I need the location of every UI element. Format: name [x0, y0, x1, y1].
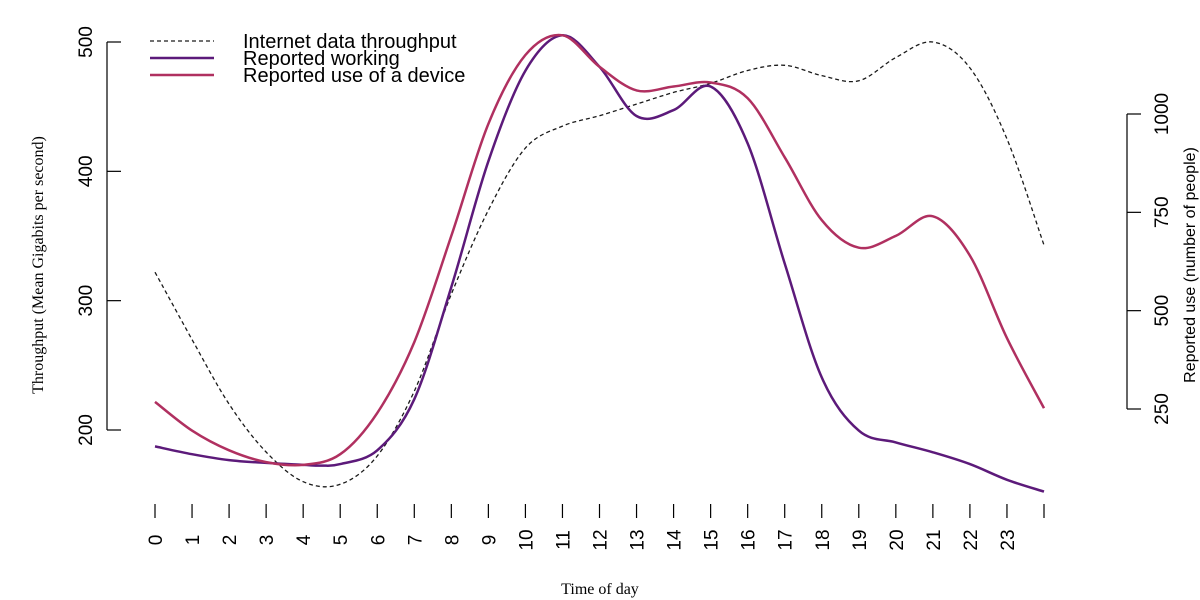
right-axis-tick-label: 500	[1152, 295, 1173, 327]
legend-label: Reported working	[243, 48, 400, 70]
x-axis: 0 1 2 3 4 5 6 7 8 9 10 11 12 13 14 15 16 17 18 19 20 21 22 23	[146, 504, 1045, 551]
x-axis-tick-label: 23	[998, 529, 1019, 550]
left-axis-tick-label: 300	[76, 285, 97, 317]
x-axis-tick-label: 2	[220, 535, 241, 546]
x-axis-tick-label: 7	[405, 535, 426, 546]
left-axis-tick-label: 500	[76, 26, 97, 58]
x-axis-tick-label: 10	[516, 529, 537, 550]
right-axis-tick-label: 750	[1152, 196, 1173, 228]
left-axis-tick-label: 200	[76, 414, 97, 446]
right-y-axis: 250 500 750 1000	[1126, 93, 1173, 425]
left-axis-tick-label: 400	[76, 155, 97, 187]
x-axis-tick-label: 9	[479, 535, 500, 546]
x-axis-tick-label: 17	[776, 529, 797, 550]
x-axis-tick-label: 20	[887, 529, 908, 550]
x-axis-tick-label: 16	[739, 529, 760, 550]
x-axis-tick-label: 0	[146, 535, 167, 546]
x-axis-tick-label: 11	[553, 530, 574, 550]
x-axis-tick-label: 15	[702, 529, 723, 550]
x-axis-tick-label: 3	[257, 535, 278, 546]
series-line-reported-working	[154, 34, 1045, 493]
x-axis-tick-label: 8	[442, 535, 463, 546]
x-axis-tick-label: 19	[850, 529, 871, 550]
x-axis-tick-label: 13	[628, 529, 649, 550]
left-y-axis-title: Throughput (Mean Gigabits per second)	[30, 136, 47, 394]
legend-label: Internet data throughput	[243, 31, 457, 53]
x-axis-tick-label: 12	[591, 529, 612, 550]
x-axis-tick-label: 6	[368, 535, 389, 546]
x-axis-tick-label: 21	[924, 529, 945, 550]
right-y-axis-title: Reported use (number of people)	[1182, 147, 1199, 383]
left-y-axis: 200 300 400 500	[76, 26, 121, 446]
x-axis-tick-label: 5	[331, 535, 352, 546]
right-axis-tick-label: 1000	[1152, 93, 1173, 135]
x-axis-tick-label: 4	[294, 534, 315, 545]
series-line-reported-use-of-a-device	[154, 33, 1046, 467]
series-layer	[154, 33, 1046, 493]
x-axis-tick-label: 14	[665, 529, 686, 551]
x-axis-tick-label: 22	[961, 529, 982, 550]
legend-label: Reported use of a device	[243, 65, 465, 87]
x-axis-tick-label: 18	[813, 529, 834, 550]
right-axis-tick-label: 250	[1152, 393, 1173, 425]
x-axis-title: Time of day	[561, 581, 639, 598]
series-line-internet-data-throughput	[154, 41, 1045, 488]
x-axis-tick-label: 1	[183, 535, 204, 546]
